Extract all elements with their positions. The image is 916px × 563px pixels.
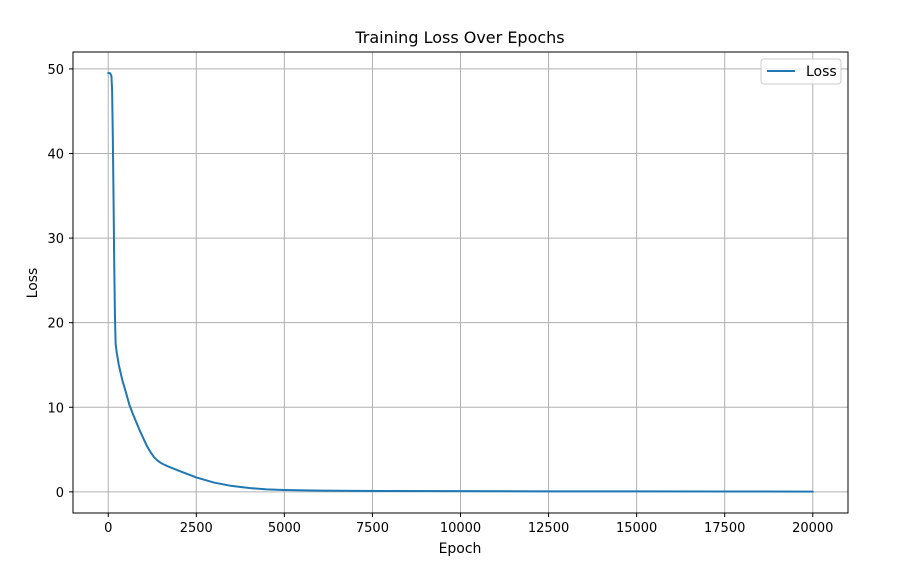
y-tick-label: 50	[47, 63, 64, 78]
legend-box	[760, 58, 842, 85]
y-tick-label: 40	[47, 148, 64, 163]
legend: Loss	[760, 58, 842, 85]
x-tick-label: 2500	[180, 521, 213, 536]
series-layer	[107, 72, 814, 493]
x-tick-label: 15000	[616, 521, 657, 536]
series-line-loss	[107, 72, 814, 493]
y-tick-label: 30	[47, 232, 64, 247]
ticks-layer: 0 2500 5000 7500 10000 12500 15000 17500 20000 0 1…	[47, 63, 833, 536]
x-tick-label: 20000	[792, 521, 833, 536]
grid-layer	[73, 52, 848, 513]
y-tick-label: 10	[47, 401, 64, 416]
x-tick-label: 12500	[528, 521, 569, 536]
legend-label-loss: Loss	[806, 64, 837, 80]
chart-title: Training Loss Over Epochs	[354, 28, 564, 47]
y-tick-label: 20	[47, 317, 64, 332]
x-axis-label: Epoch	[439, 541, 482, 557]
x-tick-label: 17500	[704, 521, 745, 536]
x-tick-label: 7500	[356, 521, 389, 536]
x-tick-label: 0	[104, 521, 112, 536]
x-tick-label: 10000	[440, 521, 481, 536]
x-tick-label: 5000	[268, 521, 301, 536]
y-axis-label: Loss	[25, 268, 41, 299]
y-tick-label: 0	[56, 486, 64, 501]
